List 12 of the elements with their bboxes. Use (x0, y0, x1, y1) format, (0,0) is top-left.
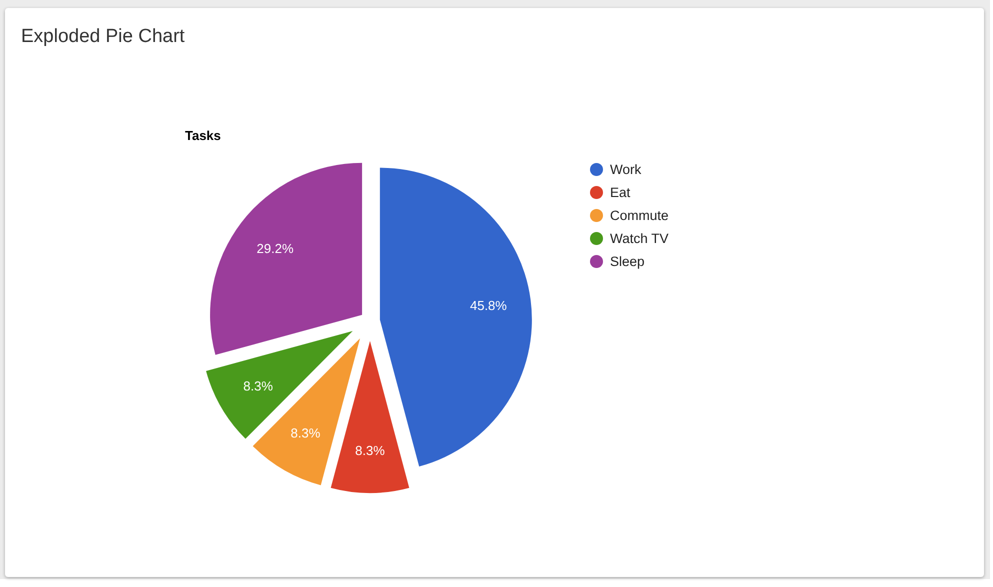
chart-subtitle: Tasks (185, 128, 221, 143)
chart-title: Exploded Pie Chart (21, 26, 185, 48)
data-label: 45.8% (470, 298, 508, 313)
legend-label: Sleep (610, 254, 645, 269)
legend-label: Watch TV (610, 231, 669, 246)
data-label: 8.3% (290, 426, 321, 441)
legend-label: Eat (610, 185, 630, 200)
data-label: 8.3% (243, 378, 274, 394)
legend-label: Commute (610, 208, 669, 223)
data-label: 29.2% (256, 240, 294, 256)
data-label: 8.3% (355, 442, 386, 458)
legend-label: Work (610, 162, 642, 177)
